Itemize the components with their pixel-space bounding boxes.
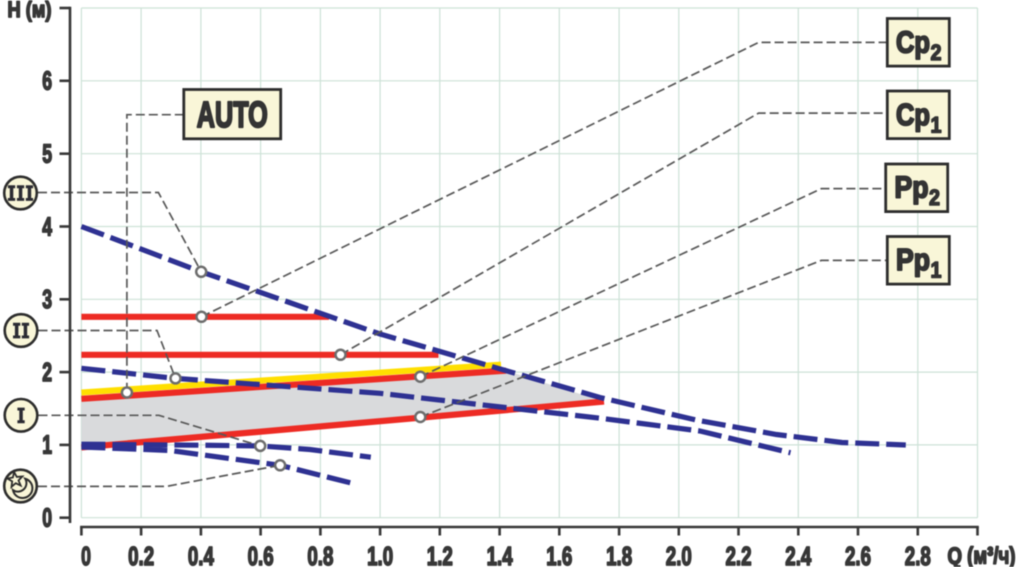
svg-text:2: 2 (42, 357, 52, 387)
svg-text:0: 0 (42, 503, 52, 533)
svg-text:1.0: 1.0 (367, 541, 393, 567)
svg-text:2.2: 2.2 (726, 541, 752, 567)
svg-text:1.4: 1.4 (487, 541, 513, 567)
svg-text:Cp: Cp (896, 25, 930, 60)
svg-text:2: 2 (929, 185, 940, 210)
svg-text:1: 1 (42, 430, 52, 460)
svg-text:H (м): H (м) (8, 0, 52, 22)
svg-text:1: 1 (931, 113, 942, 138)
svg-text:Q (м³/ч): Q (м³/ч) (948, 543, 1016, 567)
svg-text:Pp: Pp (896, 242, 930, 277)
svg-text:1: 1 (931, 258, 942, 283)
svg-text:Cp: Cp (896, 97, 930, 132)
svg-text:Pp: Pp (895, 170, 929, 205)
svg-text:0.6: 0.6 (248, 541, 274, 567)
svg-text:5: 5 (42, 139, 52, 169)
svg-text:2.8: 2.8 (905, 541, 931, 567)
svg-text:3: 3 (42, 284, 52, 314)
svg-text:0: 0 (81, 541, 91, 567)
svg-text:AUTO: AUTO (197, 94, 268, 135)
svg-text:1.8: 1.8 (606, 541, 632, 567)
svg-text:1.6: 1.6 (546, 541, 572, 567)
svg-text:0.4: 0.4 (188, 541, 214, 567)
svg-text:0.2: 0.2 (128, 541, 154, 567)
svg-text:0.8: 0.8 (307, 541, 333, 567)
svg-text:2.6: 2.6 (845, 541, 871, 567)
svg-text:2: 2 (931, 40, 942, 65)
svg-text:2.0: 2.0 (666, 541, 692, 567)
svg-text:1.2: 1.2 (427, 541, 453, 567)
svg-text:2.4: 2.4 (785, 541, 811, 567)
svg-text:4: 4 (42, 211, 52, 241)
svg-text:6: 6 (42, 66, 52, 96)
